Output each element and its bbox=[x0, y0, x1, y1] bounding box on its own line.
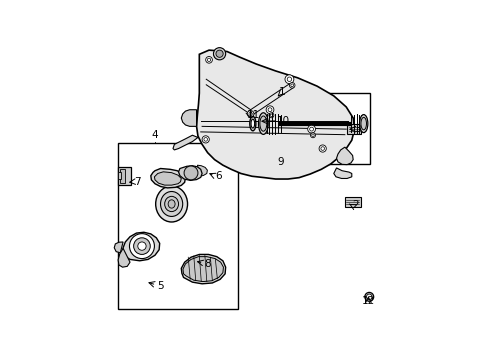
Circle shape bbox=[286, 77, 291, 81]
Circle shape bbox=[213, 49, 224, 59]
Circle shape bbox=[216, 50, 223, 57]
Polygon shape bbox=[336, 147, 352, 165]
Polygon shape bbox=[181, 255, 225, 284]
Bar bbox=[344, 197, 360, 207]
Circle shape bbox=[216, 52, 221, 57]
Bar bbox=[117, 143, 238, 309]
Polygon shape bbox=[183, 257, 223, 282]
Polygon shape bbox=[123, 232, 160, 261]
Circle shape bbox=[311, 134, 314, 136]
Polygon shape bbox=[181, 110, 196, 126]
Polygon shape bbox=[173, 135, 198, 150]
Text: 9: 9 bbox=[277, 157, 284, 167]
Text: 7: 7 bbox=[134, 177, 141, 187]
Circle shape bbox=[183, 166, 198, 180]
Polygon shape bbox=[154, 172, 181, 185]
Ellipse shape bbox=[360, 117, 366, 130]
Circle shape bbox=[248, 112, 252, 116]
Polygon shape bbox=[114, 242, 123, 253]
Circle shape bbox=[133, 238, 150, 255]
Text: 4: 4 bbox=[151, 130, 158, 140]
Bar bbox=[117, 172, 121, 179]
Circle shape bbox=[285, 75, 293, 84]
Ellipse shape bbox=[164, 196, 178, 212]
Circle shape bbox=[309, 127, 313, 131]
Circle shape bbox=[213, 48, 225, 60]
Ellipse shape bbox=[168, 200, 175, 208]
Circle shape bbox=[203, 138, 207, 141]
Ellipse shape bbox=[250, 119, 254, 128]
Polygon shape bbox=[118, 248, 130, 267]
Circle shape bbox=[307, 125, 315, 133]
Text: 12: 12 bbox=[361, 296, 374, 306]
Circle shape bbox=[289, 82, 294, 88]
Circle shape bbox=[129, 234, 154, 258]
Ellipse shape bbox=[155, 186, 187, 222]
Circle shape bbox=[267, 108, 271, 112]
Circle shape bbox=[268, 113, 273, 118]
Polygon shape bbox=[197, 165, 207, 176]
Polygon shape bbox=[178, 166, 202, 180]
Circle shape bbox=[207, 58, 210, 62]
Text: 6: 6 bbox=[215, 171, 222, 181]
Circle shape bbox=[310, 133, 315, 138]
Text: 3: 3 bbox=[353, 124, 360, 134]
Bar bbox=[246, 93, 369, 164]
Text: 10: 10 bbox=[276, 116, 289, 126]
Circle shape bbox=[205, 57, 212, 63]
Ellipse shape bbox=[258, 113, 267, 134]
Text: 1: 1 bbox=[279, 87, 285, 97]
Circle shape bbox=[319, 145, 325, 152]
Bar bbox=[120, 169, 125, 183]
Polygon shape bbox=[196, 50, 354, 179]
Polygon shape bbox=[150, 168, 185, 188]
Circle shape bbox=[364, 292, 373, 301]
Ellipse shape bbox=[259, 116, 266, 131]
Polygon shape bbox=[333, 168, 351, 179]
Circle shape bbox=[366, 294, 371, 300]
Circle shape bbox=[247, 111, 253, 117]
Text: 11: 11 bbox=[246, 110, 260, 120]
Circle shape bbox=[320, 147, 324, 150]
Bar bbox=[346, 123, 361, 134]
Ellipse shape bbox=[249, 116, 255, 131]
Bar bbox=[118, 167, 131, 185]
Circle shape bbox=[290, 84, 293, 87]
Ellipse shape bbox=[359, 114, 367, 132]
Circle shape bbox=[265, 106, 273, 114]
Circle shape bbox=[269, 114, 272, 117]
Circle shape bbox=[138, 242, 146, 250]
Circle shape bbox=[202, 136, 209, 143]
Ellipse shape bbox=[160, 192, 183, 216]
Text: 2: 2 bbox=[352, 201, 359, 210]
Text: 8: 8 bbox=[204, 258, 210, 269]
Text: 5: 5 bbox=[157, 281, 163, 291]
